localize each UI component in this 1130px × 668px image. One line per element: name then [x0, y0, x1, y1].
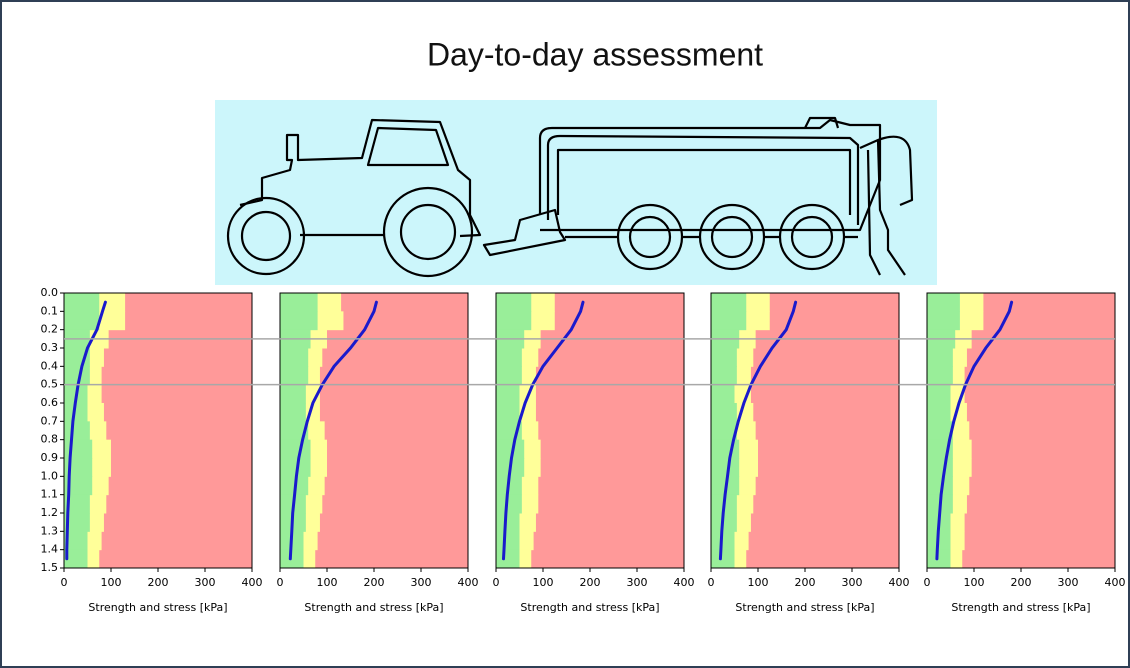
zone-band — [64, 421, 90, 440]
y-tick-label: 0.0 — [41, 286, 59, 299]
zone-band — [64, 440, 92, 459]
y-tick-label: 0.1 — [41, 304, 59, 317]
y-tick-label: 1.0 — [41, 469, 59, 482]
x-tick-label: 0 — [61, 576, 68, 589]
y-tick-label: 0.9 — [41, 451, 59, 464]
figure: Day-to-day assessment 0 100 200 300 400 0.0 0.… — [0, 0, 1130, 668]
x-tick-label: 0 — [924, 576, 931, 589]
x-tick-label: 0 — [277, 576, 284, 589]
x-axis-label: Strength and stress [kPa] — [735, 601, 874, 614]
y-tick-label: 0.8 — [41, 433, 59, 446]
x-tick-label: 300 — [195, 576, 216, 589]
zone-band — [711, 311, 746, 330]
y-tick-label: 0.7 — [41, 414, 59, 427]
zone-band — [496, 440, 524, 459]
zone-band — [496, 311, 531, 330]
x-tick-label: 400 — [889, 576, 910, 589]
zone-band — [927, 458, 953, 477]
x-tick-label: 400 — [674, 576, 695, 589]
x-tick-label: 200 — [148, 576, 169, 589]
y-tick-label: 0.5 — [41, 378, 59, 391]
x-axis-label: Strength and stress [kPa] — [951, 601, 1090, 614]
depth-profile-chart: 0 100 200 300 400 Strength and stress [kPa] — [277, 293, 479, 614]
zone-band — [496, 293, 531, 312]
x-tick-label: 400 — [1105, 576, 1126, 589]
x-tick-label: 100 — [964, 576, 985, 589]
zone-band — [927, 550, 951, 569]
y-tick-label: 0.3 — [41, 341, 59, 354]
zone-band — [64, 311, 99, 330]
zone-band — [280, 403, 306, 422]
y-tick-label: 0.4 — [41, 359, 59, 372]
zone-band — [280, 366, 308, 385]
zone-band — [927, 403, 951, 422]
zone-band — [280, 293, 318, 312]
x-tick-label: 100 — [101, 576, 122, 589]
x-tick-label: 200 — [364, 576, 385, 589]
zone-band — [711, 366, 737, 385]
zone-band — [496, 403, 520, 422]
x-tick-label: 0 — [708, 576, 715, 589]
x-axis-label: Strength and stress [kPa] — [304, 601, 443, 614]
zone-band — [927, 348, 953, 367]
x-tick-label: 200 — [795, 576, 816, 589]
x-tick-label: 100 — [533, 576, 554, 589]
zone-band — [496, 531, 520, 550]
y-tick-label: 1.3 — [41, 524, 59, 537]
x-tick-label: 300 — [627, 576, 648, 589]
x-tick-label: 300 — [411, 576, 432, 589]
x-tick-label: 200 — [580, 576, 601, 589]
x-tick-label: 100 — [748, 576, 769, 589]
zone-band — [711, 348, 737, 367]
y-tick-label: 0.2 — [41, 323, 59, 336]
x-axis-label: Strength and stress [kPa] — [520, 601, 659, 614]
y-tick-label: 0.6 — [41, 396, 59, 409]
zone-band — [280, 311, 318, 330]
figure-title: Day-to-day assessment — [427, 36, 763, 72]
zone-band — [496, 495, 522, 514]
zone-band — [496, 385, 520, 404]
zone-band — [711, 403, 737, 422]
zone-band — [711, 385, 735, 404]
depth-profile-chart: 0 100 200 300 400 0.0 0.1 0.2 0.3 0.4 0.5 0.6 0.7 0.8… — [41, 286, 263, 614]
zone-band — [711, 293, 746, 312]
zone-band — [711, 458, 739, 477]
x-tick-label: 300 — [1058, 576, 1079, 589]
x-tick-label: 100 — [317, 576, 338, 589]
zone-band — [64, 293, 99, 312]
zone-band — [711, 550, 735, 569]
zone-band — [496, 513, 520, 532]
zone-band — [496, 348, 522, 367]
depth-profile-chart: 0 100 200 300 400 Strength and stress [kPa] — [708, 293, 910, 614]
x-tick-label: 400 — [458, 576, 479, 589]
zone-band — [927, 366, 953, 385]
x-axis-label: Strength and stress [kPa] — [88, 601, 227, 614]
vehicle-illustration — [215, 100, 937, 285]
page: {"title": "Day-to-day assessment", "refe… — [0, 0, 1130, 668]
y-tick-label: 1.4 — [41, 543, 59, 556]
x-tick-label: 200 — [1011, 576, 1032, 589]
zone-band — [927, 311, 960, 330]
zone-band — [280, 440, 311, 459]
zone-band — [496, 550, 520, 569]
depth-profile-chart: 0 100 200 300 400 Strength and stress [kPa] — [924, 293, 1126, 614]
zone-band — [280, 385, 306, 404]
y-tick-label: 1.2 — [41, 506, 59, 519]
zone-band — [64, 366, 90, 385]
zone-band — [927, 385, 951, 404]
x-tick-label: 300 — [842, 576, 863, 589]
zone-band — [927, 293, 960, 312]
y-tick-label: 1.1 — [41, 488, 59, 501]
x-tick-label: 400 — [242, 576, 263, 589]
y-tick-label: 1.5 — [41, 561, 59, 574]
x-tick-label: 0 — [493, 576, 500, 589]
zone-band — [496, 366, 522, 385]
zone-band — [711, 440, 739, 459]
depth-profile-chart: 0 100 200 300 400 Strength and stress [kPa] — [493, 293, 695, 614]
zone-band — [280, 348, 308, 367]
